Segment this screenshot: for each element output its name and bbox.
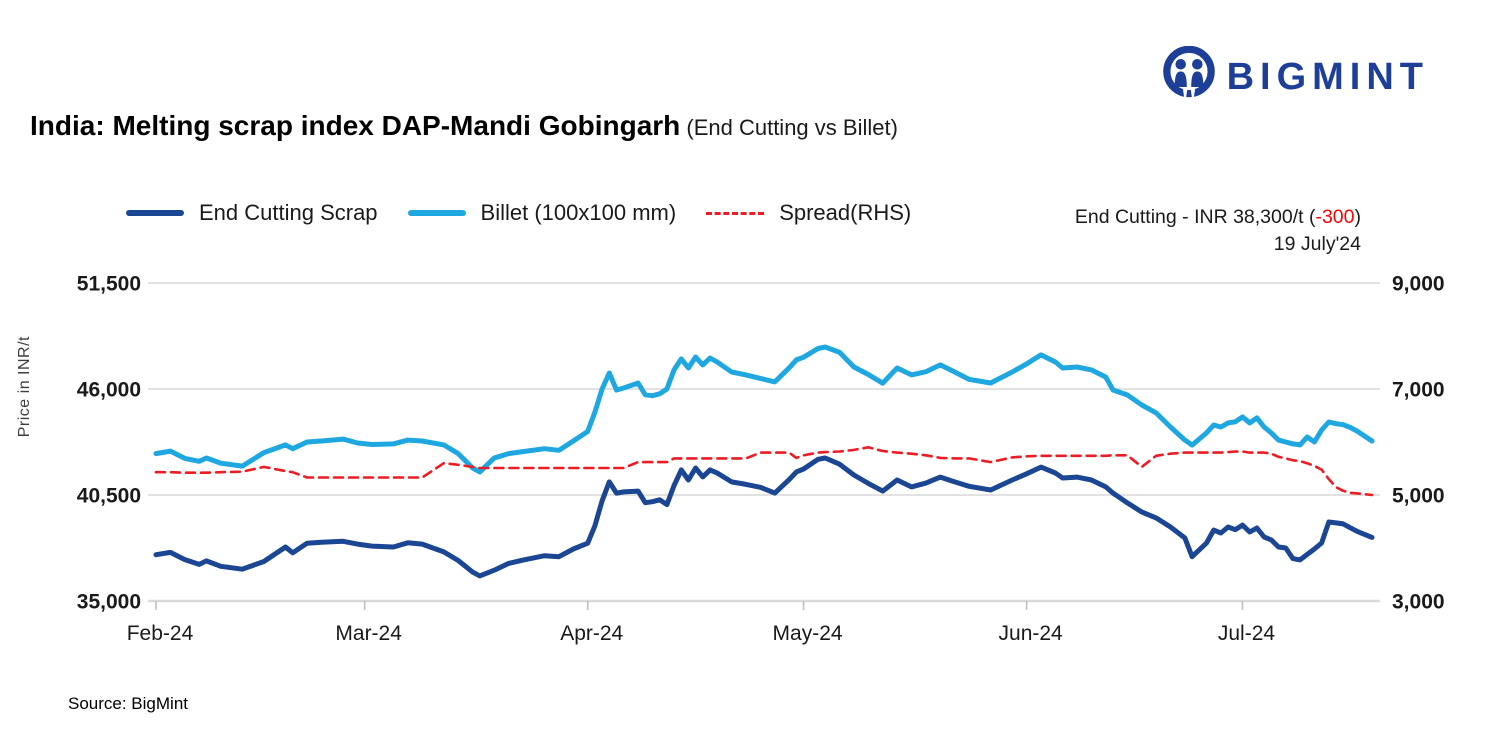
end-cutting-line-swatch — [126, 210, 184, 216]
annotation-price-line: End Cutting - INR 38,300/t (-300) — [1075, 204, 1361, 231]
annotation-date: 19 July'24 — [1273, 233, 1361, 255]
left-axis-tick-label: 46,000 — [77, 379, 141, 402]
x-axis-tick-label: Jun-24 — [999, 622, 1064, 645]
right-axis-tick-label: 3,000 — [1392, 591, 1445, 614]
billet-line — [153, 344, 1375, 475]
bigmint-logo: BIGMINT — [1161, 46, 1429, 108]
right-axis-tick-label: 7,000 — [1392, 379, 1445, 402]
legend-label-billet: Billet (100x100 mm) — [480, 200, 677, 225]
left-axis-tick-label: 51,500 — [77, 273, 141, 296]
x-axis-tick-label: Mar-24 — [335, 622, 402, 645]
legend-item-billet: Billet (100x100 mm) — [407, 200, 677, 226]
annotation-prefix: End Cutting - INR 38,300/t ( — [1074, 206, 1316, 228]
right-axis-tick-label: 5,000 — [1392, 485, 1445, 508]
billet-line-swatch — [407, 210, 466, 216]
legend-label-spread: Spread(RHS) — [779, 200, 912, 225]
annotation-change-value: -300 — [1315, 206, 1355, 228]
bigmint-logo-text: BIGMINT — [1226, 55, 1429, 98]
x-axis-tick-label: Apr-24 — [560, 622, 623, 645]
end-cutting-line — [153, 455, 1375, 579]
annotation-suffix: ) — [1354, 206, 1362, 228]
legend-item-spread: Spread(RHS) — [706, 200, 911, 226]
price-annotation: End Cutting - INR 38,300/t (-300) 19 Jul… — [1075, 204, 1361, 258]
x-axis-tick-label: Jul-24 — [1218, 622, 1276, 645]
spread-line — [154, 446, 1374, 497]
spread-line-swatch — [706, 211, 765, 215]
legend-item-end-cutting: End Cutting Scrap — [126, 200, 378, 226]
title-subtitle: (End Cutting vs Billet) — [680, 115, 898, 140]
right-axis-tick-label: 9,000 — [1392, 273, 1445, 296]
y-axis-title: Price in INR/t — [16, 336, 33, 438]
bigmint-logo-icon — [1162, 46, 1215, 104]
x-axis-tick-label: May-24 — [773, 622, 843, 645]
legend-label-end-cutting: End Cutting Scrap — [199, 200, 378, 225]
x-axis-tick-label: Feb-24 — [127, 622, 194, 645]
left-axis-tick-label: 35,000 — [77, 591, 141, 614]
left-axis-tick-label: 40,500 — [77, 485, 141, 508]
page-title: India: Melting scrap index DAP-Mandi Gob… — [30, 110, 898, 142]
chart-legend: End Cutting Scrap Billet (100x100 mm) Sp… — [126, 200, 941, 226]
source-note: Source: BigMint — [68, 694, 188, 713]
title-main: India: Melting scrap index DAP-Mandi Gob… — [30, 110, 681, 141]
